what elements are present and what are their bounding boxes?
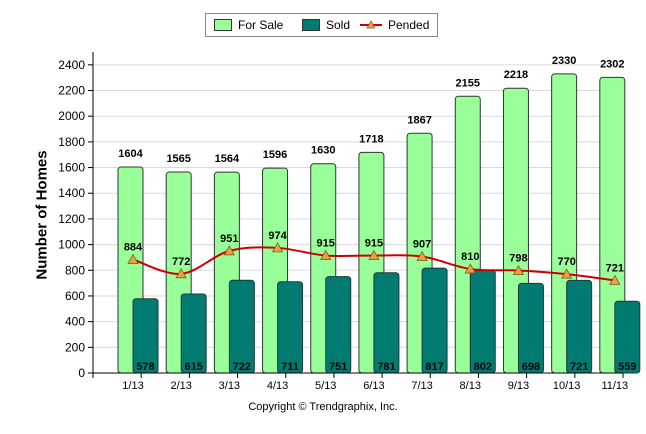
sold-value-label: 711	[281, 361, 299, 373]
pended-value-label: 915	[317, 238, 335, 250]
for-sale-value-label: 1718	[359, 133, 383, 145]
for-sale-value-label: 1565	[166, 153, 190, 165]
legend-marker-pended	[360, 20, 382, 29]
pended-value-label: 770	[557, 256, 575, 268]
bar-sold	[566, 279, 593, 374]
pended-value-label: 798	[509, 253, 527, 265]
pended-value-label: 907	[413, 239, 431, 251]
for-sale-value-label: 1604	[118, 148, 143, 160]
x-tick-label: 8/13	[460, 380, 481, 392]
y-tick-label: 200	[65, 340, 85, 354]
pended-value-label: 974	[268, 230, 287, 242]
pended-value-label: 884	[124, 241, 143, 253]
pended-marker	[512, 264, 525, 275]
y-tick-label: 1600	[58, 161, 85, 175]
sold-value-label: 559	[618, 361, 636, 373]
y-tick-label: 1000	[58, 238, 85, 252]
pended-value-label: 721	[606, 262, 624, 274]
sold-value-label: 781	[377, 361, 395, 373]
x-tick-label: 7/13	[411, 380, 432, 392]
for-sale-value-label: 2330	[552, 55, 576, 67]
x-tick-label: 3/13	[219, 380, 240, 392]
bar-sold	[277, 281, 304, 374]
pended-value-label: 915	[365, 238, 383, 250]
pended-value-label: 772	[172, 256, 190, 268]
for-sale-value-label: 1596	[263, 149, 287, 161]
y-tick-label: 0	[78, 366, 85, 380]
sold-value-label: 615	[185, 361, 203, 373]
sold-value-label: 722	[233, 361, 251, 373]
x-tick-label: 9/13	[508, 380, 529, 392]
x-tick-label: 2/13	[170, 380, 191, 392]
legend-label-for-sale: For Sale	[238, 18, 284, 32]
y-tick-label: 400	[65, 315, 85, 329]
sold-value-label: 721	[570, 361, 588, 373]
legend-label-pended: Pended	[388, 18, 430, 32]
legend-swatch-sold	[302, 19, 320, 31]
bar-sold	[517, 282, 544, 374]
y-tick-label: 1400	[58, 186, 85, 200]
x-tick-label: 6/13	[363, 380, 384, 392]
y-tick-label: 2000	[58, 109, 85, 123]
y-tick-label: 1800	[58, 135, 85, 149]
x-tick-label: 4/13	[267, 380, 288, 392]
pended-marker	[127, 253, 139, 264]
sold-value-label: 817	[425, 361, 443, 373]
x-tick-label: 11/13	[601, 380, 628, 392]
pended-value-label: 810	[461, 251, 479, 263]
copyright-text: Copyright © Trendgraphix, Inc.	[248, 401, 398, 413]
y-tick-label: 600	[65, 289, 85, 303]
pended-marker	[368, 249, 380, 260]
bar-sold	[469, 269, 496, 374]
y-tick-label: 800	[65, 263, 85, 277]
bar-sold	[421, 267, 448, 374]
pended-marker	[561, 268, 573, 279]
pended-marker	[609, 274, 621, 285]
for-sale-value-label: 2302	[600, 58, 624, 70]
legend: For Sale Sold Pended	[205, 13, 438, 37]
bar-sold	[373, 272, 400, 374]
pended-marker	[320, 249, 332, 260]
sold-value-label: 578	[136, 361, 154, 373]
pended-marker	[223, 245, 235, 256]
pended-marker	[464, 263, 476, 274]
bar-sold	[228, 279, 255, 374]
pended-marker	[175, 268, 187, 279]
for-sale-value-label: 1564	[215, 153, 240, 165]
x-tick-label: 1/13	[122, 380, 143, 392]
y-axis-title: Number of Homes	[33, 150, 51, 280]
x-tick-label: 5/13	[315, 380, 336, 392]
pended-marker	[416, 250, 428, 261]
for-sale-value-label: 2155	[456, 77, 480, 89]
sold-value-label: 698	[522, 361, 540, 373]
y-tick-label: 2400	[58, 58, 85, 72]
y-tick-label: 1200	[58, 212, 85, 226]
for-sale-value-label: 1630	[311, 145, 335, 157]
x-tick-label: 10/13	[553, 380, 581, 392]
for-sale-value-label: 2218	[504, 69, 528, 81]
bar-sold	[325, 276, 352, 374]
pended-value-label: 951	[220, 233, 238, 245]
pended-marker	[271, 242, 284, 253]
y-tick-label: 2200	[58, 84, 85, 98]
sold-value-label: 751	[329, 361, 347, 373]
legend-label-sold: Sold	[326, 18, 351, 32]
legend-swatch-for-sale	[214, 19, 232, 31]
bar-sold	[614, 300, 641, 374]
sold-value-label: 802	[474, 361, 492, 373]
for-sale-value-label: 1867	[407, 114, 431, 126]
